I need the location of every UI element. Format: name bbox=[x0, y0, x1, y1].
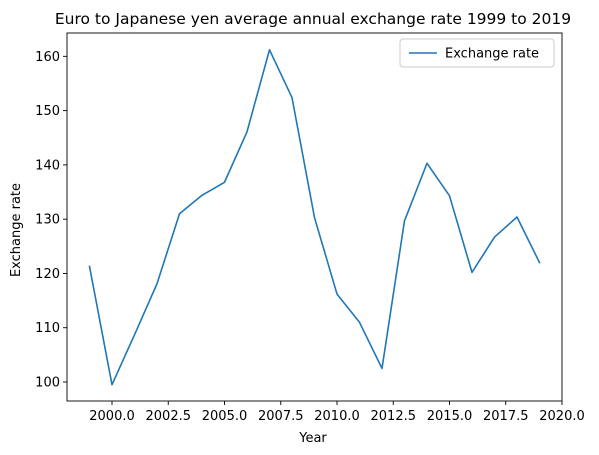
x-tick-label: 2012.5 bbox=[371, 409, 417, 424]
legend: Exchange rate bbox=[399, 38, 555, 68]
x-tick-label: 2017.5 bbox=[483, 409, 529, 424]
x-axis-label: Year bbox=[298, 431, 327, 446]
x-tick-label: 2000.0 bbox=[89, 409, 135, 424]
series-line bbox=[88, 49, 541, 386]
y-axis-label: Exchange rate bbox=[9, 183, 24, 277]
y-axis-ticks: 100 110 120 130 140 150 160 bbox=[35, 50, 67, 391]
chart-title: Euro to Japanese yen average annual exch… bbox=[55, 10, 571, 28]
plot-area bbox=[66, 32, 563, 402]
x-tick-label: 2002.5 bbox=[146, 409, 192, 424]
legend-box bbox=[399, 38, 555, 68]
x-tick-label: 2015.0 bbox=[427, 409, 473, 424]
x-tick-label: 2010.0 bbox=[314, 409, 360, 424]
x-tick-label: 2020.0 bbox=[539, 409, 585, 424]
y-tick-label: 160 bbox=[35, 50, 60, 65]
x-tick-label: 2005.0 bbox=[202, 409, 248, 424]
y-tick-label: 100 bbox=[35, 376, 60, 391]
plot-frame bbox=[66, 32, 563, 402]
y-tick-label: 110 bbox=[35, 321, 60, 336]
y-tick-label: 140 bbox=[35, 158, 60, 173]
y-tick-label: 120 bbox=[35, 267, 60, 282]
x-axis-ticks: 2000.0 2002.5 2005.0 2007.5 2010.0 2012.5 2015… bbox=[89, 401, 585, 424]
x-tick-label: 2007.5 bbox=[258, 409, 304, 424]
legend-label: Exchange rate bbox=[445, 47, 539, 62]
y-tick-label: 150 bbox=[35, 104, 60, 119]
y-tick-label: 130 bbox=[35, 213, 60, 228]
